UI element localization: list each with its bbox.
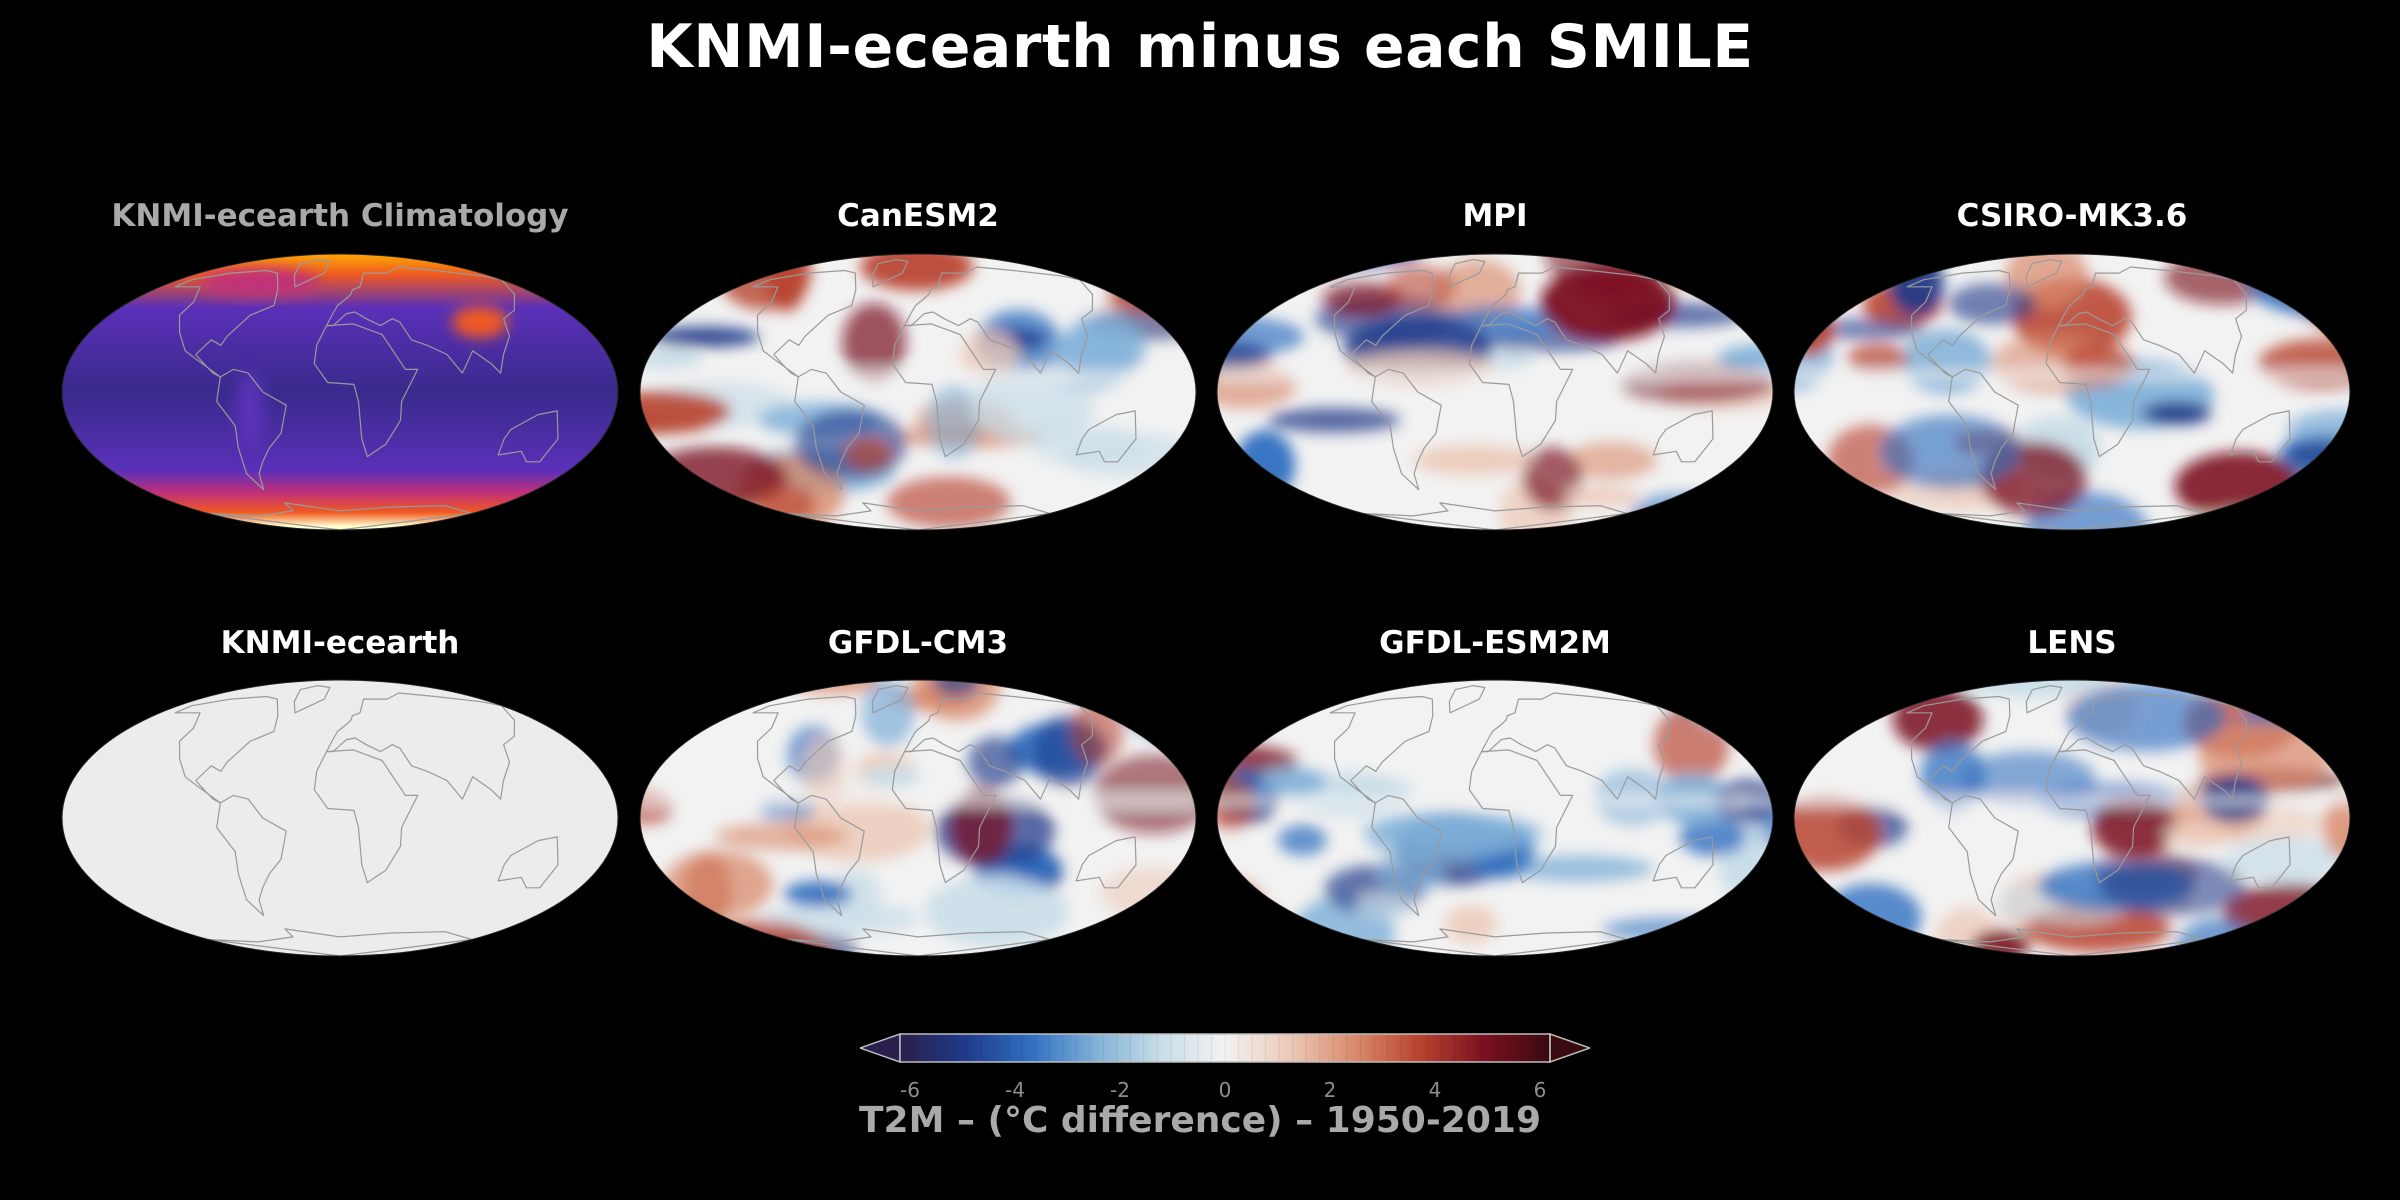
colorbar-tick-label: 6 (1533, 1078, 1547, 1102)
panel-title-climatology: KNMI-ecearth Climatology (111, 198, 569, 234)
colorbar-ticks: -6 -4 -2 0 2 4 6 (860, 1078, 1590, 1108)
colorbar-label: T2M – (°C difference) – 1950-2019 (859, 1100, 1541, 1141)
map-csiro (1792, 252, 2352, 532)
panel-title-csiro: CSIRO-MK3.6 (1956, 198, 2188, 234)
panel-title-gfdl-cm3: GFDL-CM3 (827, 625, 1009, 661)
map-gfdl-esm2m (1215, 678, 1775, 958)
colorbar-tick-label: 2 (1323, 1078, 1337, 1102)
colorbar (857, 1028, 1593, 1068)
colorbar-tick-label: -2 (1110, 1078, 1130, 1102)
panel-title-gfdl-esm2m: GFDL-ESM2M (1379, 625, 1611, 661)
map-canesm2 (638, 252, 1198, 532)
figure-title: KNMI-ecearth minus each SMILE (646, 12, 1754, 82)
map-knmi-ecearth (60, 678, 620, 958)
map-lens (1792, 678, 2352, 958)
colorbar-tick-label: 4 (1428, 1078, 1442, 1102)
panel-title-canesm2: CanESM2 (837, 198, 999, 234)
panel-title-mpi: MPI (1462, 198, 1528, 234)
panel-title-knmi: KNMI-ecearth (220, 625, 460, 661)
colorbar-tick-label: -4 (1005, 1078, 1025, 1102)
colorbar-tick-label: 0 (1218, 1078, 1232, 1102)
panel-title-lens: LENS (2027, 625, 2117, 661)
map-gfdl-cm3 (638, 678, 1198, 958)
map-climatology (60, 252, 620, 532)
map-mpi (1215, 252, 1775, 532)
colorbar-tick-label: -6 (900, 1078, 920, 1102)
